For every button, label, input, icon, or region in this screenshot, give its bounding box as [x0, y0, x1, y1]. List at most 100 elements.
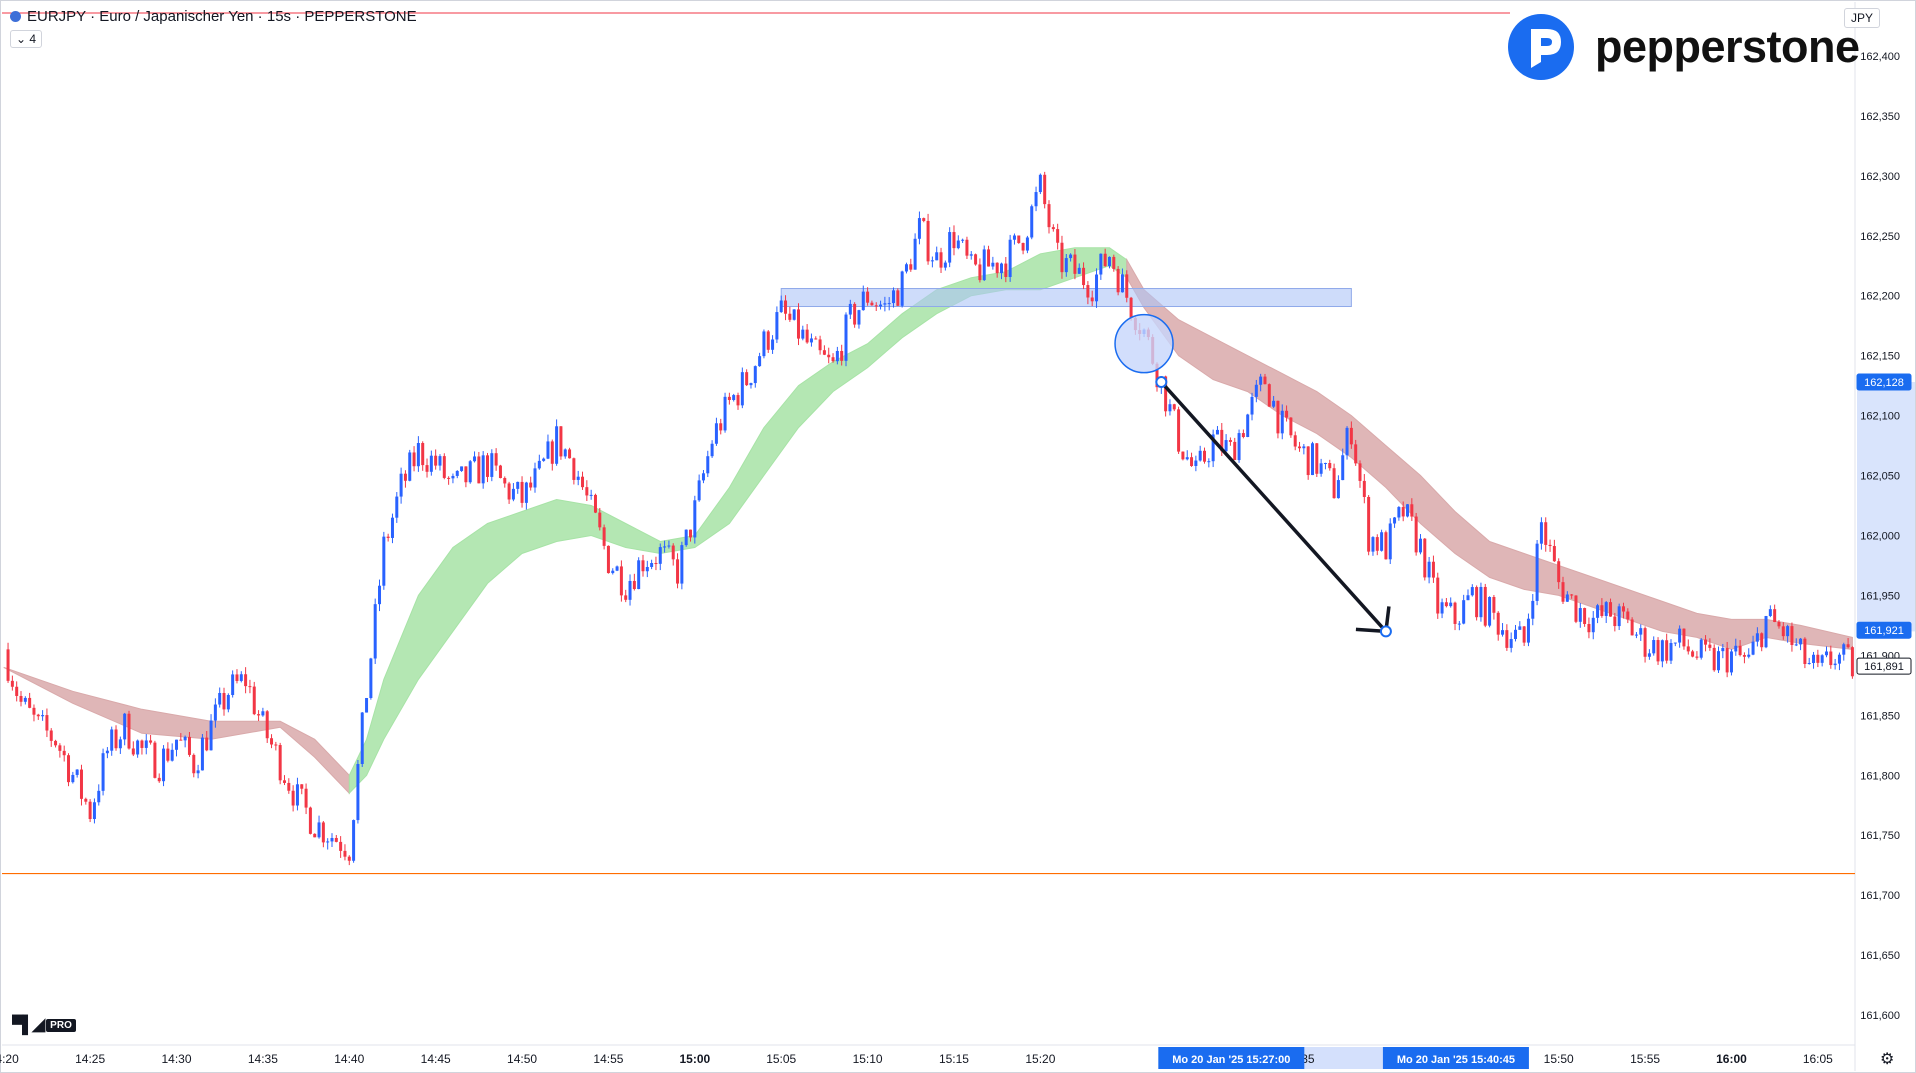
candle [1431, 555, 1435, 583]
candle-body [870, 302, 874, 306]
price-tick-label: 161,600 [1860, 1010, 1900, 1022]
candle-body [974, 254, 978, 265]
candle [559, 426, 563, 460]
candle [54, 739, 58, 748]
candle-body [390, 517, 394, 538]
candle-body [822, 350, 826, 355]
candle [1095, 268, 1099, 308]
candle [334, 834, 338, 843]
candle-body [1824, 651, 1828, 656]
gear-icon[interactable]: ⚙ [1880, 1051, 1895, 1068]
candle-body [1086, 285, 1090, 298]
candle [606, 545, 610, 574]
candle [736, 392, 740, 410]
candle-body [723, 396, 727, 431]
candle-body [1164, 376, 1168, 412]
candle-body [1591, 617, 1595, 633]
candle-body [883, 303, 887, 305]
candle-body [105, 750, 109, 754]
indicators-toggle[interactable]: ⌄ 4 [10, 30, 43, 48]
candle [835, 346, 839, 365]
candle [892, 287, 896, 308]
currency-selector[interactable]: JPY [1843, 8, 1880, 28]
candle [455, 470, 459, 479]
candle-body [347, 856, 351, 861]
tradingview-logo[interactable]: ▀▌◢ PRO [12, 1015, 76, 1035]
candle-body [209, 720, 213, 751]
candle [870, 300, 874, 306]
candle [140, 739, 144, 755]
candle-body [1812, 654, 1816, 663]
candle-body [835, 350, 839, 362]
candle-body [1643, 628, 1647, 657]
candle [792, 309, 796, 321]
candle [1773, 604, 1777, 623]
candle [365, 697, 369, 713]
candle-body [753, 366, 757, 384]
candle-body [205, 737, 209, 751]
candle-body [1241, 433, 1245, 437]
candle [1056, 223, 1060, 250]
candle-body [758, 356, 762, 367]
candle-body [226, 694, 230, 710]
candle [939, 247, 943, 274]
candle-body [598, 512, 602, 528]
candle-body [593, 494, 597, 513]
candle [1004, 256, 1008, 283]
candle-body [19, 695, 23, 702]
candle-body [900, 271, 904, 306]
candle-body [866, 291, 870, 303]
candle [1250, 392, 1254, 421]
candle [611, 568, 615, 575]
candle-body [520, 481, 524, 503]
candle [1768, 605, 1772, 618]
candle-body [1233, 441, 1237, 461]
candle [969, 251, 973, 260]
candle [105, 747, 109, 759]
candle-body [848, 303, 852, 315]
candle-body [792, 309, 796, 320]
candle [1583, 607, 1587, 627]
time-tick-label: 16:05 [1803, 1052, 1833, 1066]
candle [1021, 242, 1025, 255]
candle [347, 855, 351, 866]
candle-body [749, 383, 753, 386]
candle-body [693, 500, 697, 538]
candle-body [412, 452, 416, 467]
candle [866, 287, 870, 306]
candle-body [1604, 602, 1608, 616]
candle [745, 369, 749, 387]
candle [710, 440, 714, 458]
candle-body [1712, 647, 1716, 671]
candle-body [1380, 532, 1384, 551]
candle-body [196, 770, 200, 774]
candle-body [222, 692, 226, 710]
candle-body [1669, 642, 1673, 661]
arrow-end-handle [1379, 625, 1392, 638]
candle-body [261, 711, 265, 716]
candle [948, 227, 952, 268]
candle [503, 476, 507, 488]
candle-body [1531, 600, 1535, 619]
candle-body [1185, 457, 1189, 460]
candle [667, 540, 671, 549]
candle-body [1254, 384, 1258, 397]
crosshair-time-end-bg [1382, 1047, 1529, 1069]
candle [464, 466, 468, 488]
candle-body [153, 742, 157, 778]
candle-body [1704, 639, 1708, 645]
candle [1509, 632, 1513, 653]
candle-body [1816, 654, 1820, 663]
candle [382, 531, 386, 590]
candle [71, 771, 75, 784]
candle-body [1276, 400, 1280, 434]
symbol-legend[interactable]: EURJPY · Euro / Japanischer Yen · 15s · … [10, 8, 417, 25]
candle [1457, 620, 1461, 631]
candle-body [740, 372, 744, 406]
candle [1030, 204, 1034, 240]
candle-body [485, 455, 489, 477]
candle [317, 815, 321, 839]
candle-body [689, 529, 693, 538]
candle [1073, 249, 1077, 280]
